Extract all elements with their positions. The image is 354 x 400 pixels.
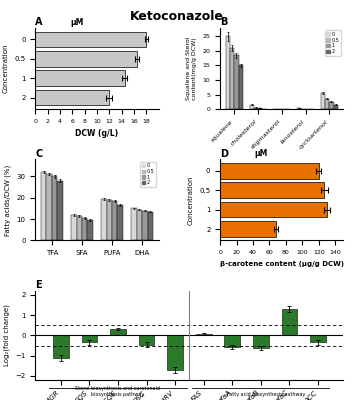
Bar [329,102,333,109]
Bar [57,181,63,240]
Bar [224,335,240,346]
Bar [118,205,123,240]
Bar [41,172,46,240]
Bar [137,210,142,240]
Bar [220,163,319,179]
Text: C: C [35,149,42,159]
Bar [239,65,243,109]
Bar [46,174,52,240]
Y-axis label: Concentration: Concentration [3,44,9,93]
Text: μM: μM [70,18,83,27]
Text: D: D [220,149,228,159]
Bar [76,216,82,240]
X-axis label: β-carotene content (μg/g DCW): β-carotene content (μg/g DCW) [220,261,344,267]
Bar [53,335,69,358]
Bar [131,208,137,240]
Bar [281,309,297,335]
Bar [250,105,254,109]
Bar [196,334,212,335]
Text: Sterol biosynthesis and carotenoid
biosynthesis pathway: Sterol biosynthesis and carotenoid biosy… [75,386,160,397]
Y-axis label: Concentration: Concentration [188,175,194,225]
Text: A: A [35,17,43,27]
Bar [253,335,269,348]
Bar [230,48,234,109]
X-axis label: DCW (g/L): DCW (g/L) [75,129,119,138]
Y-axis label: Log₂(fold change): Log₂(fold change) [3,304,10,366]
Bar [52,176,57,240]
Text: E: E [35,280,42,290]
Bar [325,99,329,109]
Y-axis label: Fatty acids/DCW (%): Fatty acids/DCW (%) [5,164,11,236]
Bar [167,335,183,370]
Legend: 0, 0.5, 1, 2: 0, 0.5, 1, 2 [140,162,156,187]
Bar [297,108,301,109]
Bar [107,200,112,240]
Bar [142,211,148,240]
Bar [226,36,230,109]
Bar [139,335,154,344]
Bar [310,335,326,342]
Bar [220,221,276,237]
Bar [35,32,146,47]
Bar [35,90,109,106]
Bar [110,329,126,335]
Text: Fatty acid biosynthesis pathway: Fatty acid biosynthesis pathway [227,392,306,397]
Bar [258,108,262,109]
Bar [71,215,76,240]
Bar [87,220,93,240]
Y-axis label: Squalene and Sterol
content(mg/g DCW): Squalene and Sterol content(mg/g DCW) [186,37,197,100]
Bar [321,93,325,109]
Bar [82,218,87,240]
Bar [112,201,118,240]
Bar [220,202,327,218]
Bar [101,199,107,240]
Bar [220,182,325,198]
Text: B: B [220,17,228,27]
Text: μM: μM [255,149,268,158]
Bar [148,212,153,240]
Bar [254,108,258,109]
Bar [35,70,125,86]
Bar [35,51,137,67]
Bar [81,335,97,342]
Bar [333,105,338,109]
Legend: 0, 0.5, 1, 2: 0, 0.5, 1, 2 [325,30,341,56]
Bar [234,55,239,109]
Text: Ketoconazole: Ketoconazole [130,10,224,23]
